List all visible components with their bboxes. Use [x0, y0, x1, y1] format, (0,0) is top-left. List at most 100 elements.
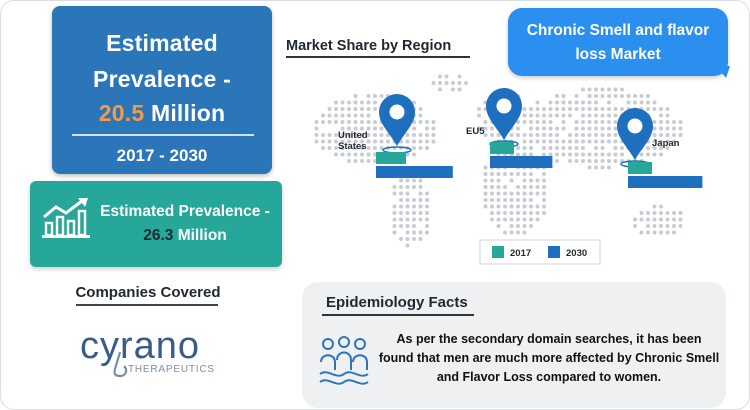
map-dot: [652, 230, 657, 235]
region-label: EU5: [466, 126, 485, 137]
map-dot: [646, 152, 650, 157]
map-dot: [412, 237, 416, 241]
teal-prevalence-unit: Million: [177, 227, 227, 244]
map-dot: [594, 87, 598, 92]
legend-swatch: [548, 246, 560, 258]
map-dot: [594, 94, 598, 98]
map-dot: [373, 94, 377, 98]
prevalence-line2: Prevalence -: [93, 66, 231, 92]
map-dot: [509, 224, 514, 228]
map-dot: [607, 159, 611, 163]
map-dot: [522, 224, 527, 228]
map-dot: [496, 172, 501, 176]
map-dot: [516, 204, 520, 209]
map-dot: [678, 126, 683, 131]
map-dot: [600, 107, 605, 111]
map-dot: [483, 120, 488, 124]
map-dot: [418, 230, 423, 235]
map-dot: [314, 120, 319, 124]
map-dot: [607, 107, 611, 111]
map-dot: [548, 139, 553, 144]
map-dot: [535, 217, 540, 222]
map-dot: [360, 159, 364, 163]
map-dot: [392, 230, 397, 235]
map-dot: [581, 120, 585, 124]
map-dot: [561, 94, 566, 98]
map-dot: [366, 100, 371, 105]
map-dot: [366, 94, 371, 98]
map-dot: [490, 185, 494, 189]
map-dot: [529, 172, 533, 176]
map-dot: [652, 133, 657, 137]
region-label: Japan: [652, 138, 680, 149]
region-label: States: [338, 141, 367, 152]
chart-legend: 2017 2030: [479, 239, 601, 265]
map-dot: [665, 120, 670, 124]
map-dot: [587, 133, 592, 137]
map-dot: [652, 217, 657, 222]
map-dot: [542, 126, 546, 131]
map-dot: [477, 113, 481, 118]
map-dot: [548, 133, 553, 137]
map-dot: [418, 211, 423, 215]
map-dot: [665, 113, 670, 118]
map-dot: [360, 139, 364, 144]
map-dot: [581, 126, 585, 131]
map-dot: [587, 139, 592, 144]
map-dot: [412, 224, 416, 228]
map-dot: [334, 100, 338, 105]
map-dot: [379, 146, 384, 150]
map-dot: [483, 178, 488, 183]
map-dot: [665, 217, 670, 222]
map-dot: [451, 81, 455, 85]
map-dot: [568, 113, 572, 118]
map-dot: [659, 126, 663, 131]
map-dot: [652, 139, 657, 144]
map-dot: [672, 120, 676, 124]
map-dot: [613, 120, 618, 124]
map-dot: [438, 81, 442, 85]
map-dot: [555, 139, 559, 144]
map-dot: [659, 133, 663, 137]
map-dot: [379, 133, 384, 137]
map-dot: [418, 185, 423, 189]
map-dot: [678, 217, 683, 222]
map-dot: [607, 87, 611, 92]
map-dot: [503, 204, 507, 209]
map-dot: [568, 139, 572, 144]
map-dot: [555, 94, 559, 98]
map-dot: [581, 152, 585, 157]
map-dot: [522, 178, 527, 183]
map-dot: [581, 113, 585, 118]
map-dot: [594, 165, 598, 170]
map-dot: [412, 185, 416, 189]
map-dot: [412, 198, 416, 202]
map-dot: [516, 120, 520, 124]
map-dot: [340, 100, 345, 105]
map-dot: [620, 107, 624, 111]
map-dot: [334, 139, 338, 144]
map-dot: [594, 113, 598, 118]
map-dot: [425, 204, 429, 209]
map-dot: [542, 178, 546, 183]
map-dot: [529, 178, 533, 183]
map-dot: [483, 198, 488, 202]
map-dot: [659, 211, 663, 215]
map-dot: [581, 146, 585, 150]
map-dot: [646, 230, 650, 235]
map-dot: [418, 191, 423, 196]
map-dot: [399, 224, 403, 228]
map-dot: [425, 191, 429, 196]
map-dot: [412, 152, 416, 157]
map-dot: [607, 120, 611, 124]
map-dot: [594, 120, 598, 124]
map-dot: [412, 230, 416, 235]
map-dot: [457, 81, 462, 85]
map-dot: [613, 133, 618, 137]
map-dot: [607, 133, 611, 137]
map-dot: [626, 100, 631, 105]
map-dot: [555, 152, 559, 157]
map-dot: [425, 139, 429, 144]
bar-2017-eu5: [490, 142, 514, 154]
map-dot: [373, 126, 377, 131]
